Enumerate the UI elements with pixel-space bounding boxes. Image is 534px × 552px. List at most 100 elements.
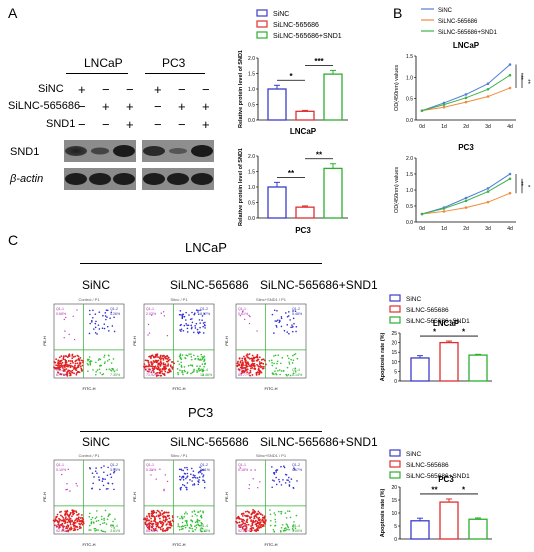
event-dot — [196, 514, 198, 517]
event-dot — [243, 318, 246, 321]
event-dot — [158, 362, 161, 365]
event-dot — [89, 322, 91, 325]
event-dot — [191, 364, 193, 366]
event-dot — [178, 526, 181, 528]
event-dot — [89, 466, 91, 469]
event-dot — [168, 523, 171, 526]
event-dot — [199, 326, 201, 329]
legend-swatch — [389, 460, 401, 468]
event-dot — [274, 354, 277, 357]
event-dot — [238, 357, 241, 360]
event-dot — [244, 524, 247, 527]
event-dot — [64, 516, 67, 519]
event-dot — [97, 359, 100, 361]
flow-y-axis-label: PE-H — [132, 492, 137, 502]
event-dot — [295, 330, 297, 333]
event-dot — [75, 511, 78, 514]
event-dot — [278, 478, 280, 481]
event-dot — [101, 480, 104, 483]
flow-scatter-plot: SiInc / P1 Q1-12.03% Q1-28.57% Q1-371.92% Q1… — [132, 297, 215, 391]
event-dot — [98, 476, 100, 478]
event-dot — [154, 516, 156, 519]
event-dot — [105, 318, 107, 321]
flow-x-axis-label: FITC-H — [82, 542, 95, 547]
event-dot — [91, 321, 93, 323]
event-dot — [202, 511, 204, 514]
event-dot — [96, 333, 98, 335]
event-dot — [286, 366, 289, 369]
event-dot — [62, 526, 65, 529]
event-dot — [108, 513, 110, 516]
event-dot — [237, 360, 239, 363]
legend-label: SiLNC-565686 — [273, 22, 319, 29]
event-dot — [247, 511, 250, 513]
event-dot — [190, 353, 192, 355]
event-dot — [151, 469, 153, 471]
event-dot — [186, 476, 188, 478]
event-dot — [96, 472, 98, 474]
event-dot — [88, 356, 91, 358]
wb-sign: + — [126, 117, 134, 132]
significance-label: * — [433, 328, 437, 337]
event-dot — [73, 527, 76, 530]
event-dot — [180, 364, 183, 367]
significance-label: *** — [517, 73, 523, 81]
event-dot — [146, 370, 149, 373]
event-dot — [150, 314, 153, 316]
event-dot — [93, 476, 95, 478]
x-tick-label: 3d — [485, 124, 491, 130]
event-dot — [291, 330, 294, 333]
bar — [295, 110, 315, 121]
event-dot — [199, 510, 202, 512]
event-dot — [105, 523, 108, 525]
wb-sign: + — [178, 99, 186, 114]
event-dot — [193, 354, 195, 357]
legend-swatch — [256, 31, 268, 39]
event-dot — [271, 313, 274, 316]
event-dot — [190, 356, 193, 358]
quadrant-value: 7.30% — [110, 373, 121, 377]
event-dot — [88, 332, 91, 335]
event-dot — [57, 359, 60, 362]
event-dot — [101, 327, 104, 330]
event-dot — [259, 522, 261, 525]
event-dot — [183, 324, 186, 327]
event-dot — [151, 522, 154, 525]
event-dot — [251, 362, 254, 365]
event-dot — [198, 479, 200, 481]
event-dot — [240, 524, 243, 526]
event-dot — [155, 511, 158, 514]
event-dot — [60, 519, 63, 522]
event-dot — [239, 314, 242, 317]
wb-row-label-sinc: SiNC — [38, 83, 64, 95]
event-dot — [98, 311, 101, 313]
event-dot — [159, 512, 162, 515]
event-dot — [239, 526, 242, 529]
legend-swatch — [256, 9, 268, 17]
event-dot — [165, 511, 168, 514]
event-dot — [249, 517, 252, 520]
event-dot — [94, 313, 97, 316]
quadrant-label: Q1-1 — [56, 307, 64, 311]
event-dot — [145, 515, 148, 518]
y-tick-label: 0.0 — [406, 220, 413, 226]
event-dot — [169, 521, 171, 524]
event-dot — [114, 518, 116, 520]
event-dot — [72, 511, 74, 514]
event-dot — [161, 370, 163, 372]
event-dot — [262, 358, 265, 361]
event-dot — [239, 366, 242, 369]
event-dot — [186, 468, 189, 471]
event-dot — [78, 364, 81, 366]
event-dot — [76, 366, 79, 368]
event-dot — [261, 519, 264, 522]
event-dot — [76, 362, 79, 365]
event-dot — [261, 365, 263, 368]
quadrant-value: 0.10% — [56, 468, 67, 472]
event-dot — [256, 521, 259, 524]
event-dot — [161, 509, 163, 512]
event-dot — [57, 362, 59, 365]
event-dot — [157, 522, 159, 525]
event-dot — [62, 529, 64, 531]
event-dot — [58, 527, 60, 529]
